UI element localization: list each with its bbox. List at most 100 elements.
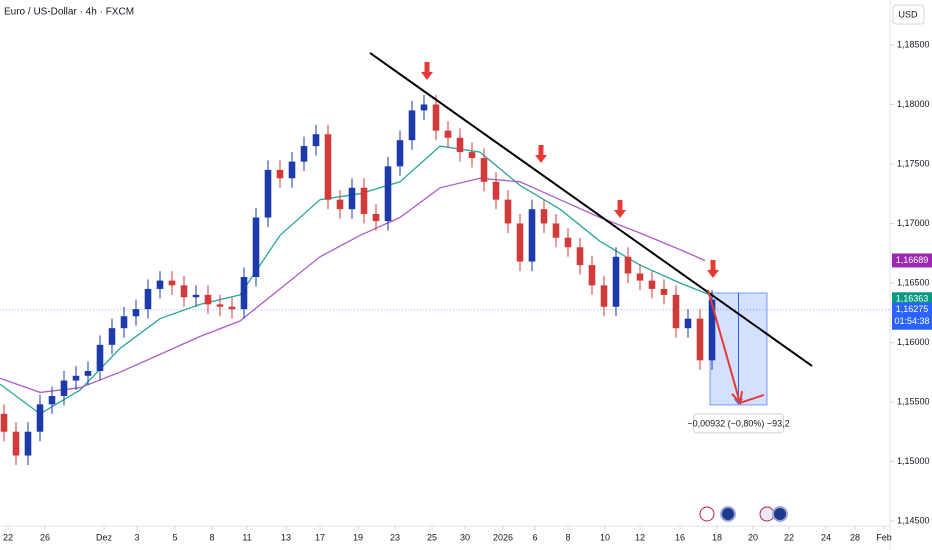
candle-body (24, 431, 32, 456)
candle-body (504, 199, 512, 224)
candle-body (156, 280, 164, 289)
x-tick-label: 30 (460, 532, 470, 542)
projection-tail (739, 393, 765, 404)
event-icon (699, 506, 715, 522)
candle-body (492, 181, 500, 200)
candle-body (552, 223, 560, 238)
x-tick-label: 22 (784, 532, 794, 542)
candle-body (204, 294, 212, 305)
chart-title: Euro / US-Dollar · 4h · FXCM (4, 7, 134, 18)
candle-body (252, 217, 260, 278)
candle-body (660, 288, 668, 295)
measure-label: −0,00932 (−0,80%) −93,2 (687, 418, 789, 428)
price-label: 1,16275 (896, 304, 929, 314)
candle-body (444, 130, 452, 138)
candle-body (528, 209, 536, 262)
candle-body (108, 328, 116, 345)
y-tick-label: 1,16000 (897, 337, 930, 347)
x-tick-label: 28 (850, 532, 860, 542)
candle-body (684, 318, 692, 329)
signal-arrow (421, 61, 433, 80)
currency-box[interactable] (892, 4, 925, 25)
candle-body (168, 280, 176, 286)
candle-body (36, 404, 44, 432)
x-tick-label: 12 (635, 532, 645, 542)
event-icon (759, 506, 775, 522)
event-icons (699, 506, 788, 522)
x-tick-label: Dez (96, 532, 113, 542)
trendline (369, 52, 813, 367)
candle-body (468, 152, 476, 159)
candle-body (144, 288, 152, 310)
candle-body (84, 371, 92, 376)
candle-body (636, 273, 644, 281)
candle-body (240, 277, 248, 310)
projection-arrow (707, 289, 741, 404)
candle-body (276, 169, 284, 179)
candle-body (564, 237, 572, 248)
x-tick-label: 11 (242, 532, 251, 542)
candle-body (648, 280, 656, 289)
signal-arrow (707, 259, 719, 278)
currency[interactable]: USD (898, 9, 918, 19)
candle-body (612, 256, 620, 307)
x-tick-label: 3 (134, 532, 139, 542)
event-icon (720, 506, 736, 522)
candle-body (348, 187, 356, 210)
price-label: 1,16689 (896, 255, 929, 265)
candle-body (516, 223, 524, 262)
candle-body (396, 140, 404, 167)
candle-body (708, 299, 716, 361)
x-tick-label: 23 (390, 532, 400, 542)
candle-body (324, 134, 332, 200)
candle-body (600, 285, 608, 307)
y-tick-label: 1,17500 (897, 158, 930, 168)
x-tick-label: 24 (821, 532, 831, 542)
candle-body (696, 318, 704, 361)
x-tick-label: 19 (353, 532, 363, 542)
candle-body (312, 134, 320, 147)
x-tick-label: 18 (712, 532, 722, 542)
candle-body (540, 209, 548, 224)
candle-body (72, 375, 80, 381)
candle-body (96, 344, 104, 372)
candle-body (288, 161, 296, 179)
candle-body (216, 304, 224, 307)
x-tick-label: 16 (675, 532, 685, 542)
candle-body (0, 413, 8, 432)
x-tick-label: 20 (748, 532, 758, 542)
y-tick-label: 1,17000 (897, 218, 930, 228)
candle-body (576, 247, 584, 266)
price-label-box (892, 253, 932, 268)
x-tick-label: 26 (40, 532, 50, 542)
signal-arrow (614, 199, 626, 218)
candle-body (336, 199, 344, 210)
candle-body (264, 169, 272, 218)
candle-body (48, 396, 56, 405)
signal-arrow (535, 145, 547, 164)
y-tick-label: 1,18000 (897, 99, 930, 109)
candle-body (120, 316, 128, 329)
countdown: 01:54:38 (894, 316, 929, 326)
measure-label-box (693, 413, 784, 434)
candle-body (384, 166, 392, 222)
candle-body (408, 110, 416, 141)
candle-body (672, 294, 680, 329)
x-tick-label: Feb (876, 532, 892, 542)
event-icon (772, 506, 788, 522)
x-tick-label: 6 (532, 532, 537, 542)
y-tick-label: 1,18500 (897, 39, 930, 49)
x-tick-label: 22 (3, 532, 13, 542)
x-tick-label: 10 (600, 532, 610, 542)
price-label: 1,16363 (896, 294, 929, 304)
x-tick-label: 25 (427, 532, 437, 542)
candle-body (456, 137, 464, 153)
x-tick-label: 5 (172, 532, 177, 542)
y-tick-label: 1,15500 (897, 396, 930, 406)
x-tick-label: 8 (209, 532, 214, 542)
moving-average (0, 177, 706, 394)
projection-arrowhead (731, 390, 744, 406)
candle-body (420, 104, 428, 111)
candle-body (192, 294, 200, 298)
candle-body (480, 158, 488, 182)
